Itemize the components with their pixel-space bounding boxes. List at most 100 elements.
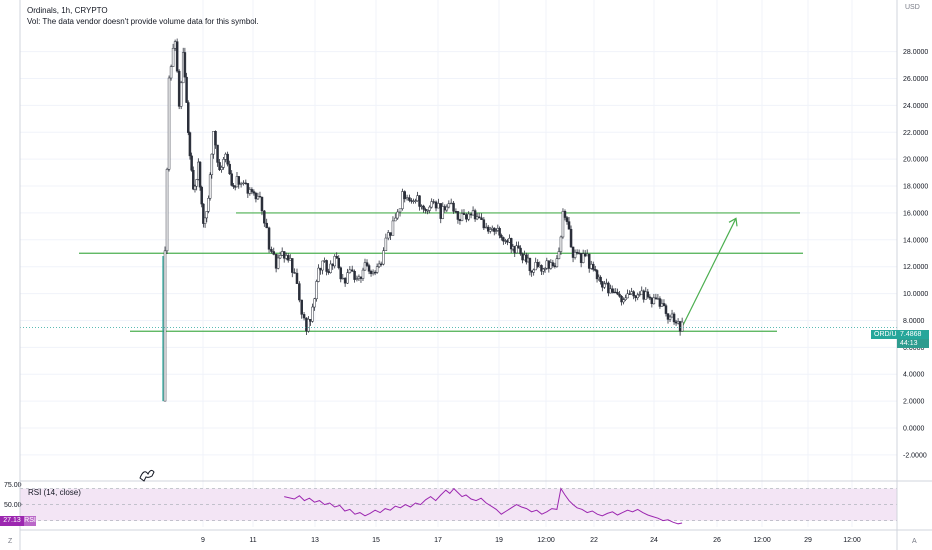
candle-body [486, 226, 490, 232]
candle-body [644, 291, 648, 300]
trend-drawings[interactable] [79, 212, 803, 332]
candle-body [557, 251, 561, 259]
candle-body [278, 255, 282, 259]
candle-body [412, 200, 415, 202]
auto-scale-button[interactable]: A [912, 538, 917, 545]
candle-body [263, 210, 266, 224]
candle-body [377, 263, 381, 267]
candle-body [447, 203, 451, 208]
time-tick-label: 12:00 [843, 537, 861, 544]
candle-body [422, 205, 425, 210]
candle-body [441, 206, 445, 219]
candle-body [454, 211, 458, 213]
candle-body [167, 77, 171, 170]
candle-body [656, 298, 660, 300]
candle-body [309, 319, 312, 322]
candle-body [488, 229, 492, 232]
candle-body [185, 76, 188, 103]
candle-body [226, 153, 229, 165]
current-price-tag: 7.4868 [897, 330, 929, 339]
candle-body [175, 41, 179, 72]
candle-body [173, 41, 177, 49]
candle-body [477, 216, 481, 219]
candle-body [601, 281, 604, 288]
candle-body [333, 256, 336, 267]
candle-body [519, 247, 522, 255]
candles [20, 38, 897, 402]
candle-body [589, 263, 593, 269]
candle-body [430, 201, 433, 208]
time-tick-label: 22 [590, 537, 598, 544]
candle-body [491, 227, 494, 230]
candle-body [298, 283, 301, 301]
candle-body [198, 161, 202, 188]
candle-body [571, 246, 575, 258]
candle-body [203, 217, 207, 224]
candle-body [575, 251, 579, 254]
candle-body [542, 268, 545, 272]
candle-body [267, 227, 271, 250]
rsi-line [284, 487, 683, 525]
candle-body [573, 251, 577, 258]
candle-body [515, 245, 518, 254]
candle-body [218, 162, 221, 171]
candle-body [321, 260, 324, 271]
candle-body [664, 305, 668, 314]
candle-body [506, 240, 509, 243]
candle-body [616, 292, 619, 295]
candle-body [594, 269, 597, 271]
candle-body [509, 238, 513, 250]
candle-body [270, 249, 273, 252]
candle-body [232, 185, 235, 187]
candle-body [384, 237, 388, 251]
time-tick-label: 29 [804, 537, 812, 544]
price-tick-label: 10.0000 [903, 291, 928, 298]
candle-body [339, 267, 343, 280]
current-price-value: 7.4868 [900, 331, 922, 338]
candle-body [536, 262, 539, 268]
candle-body [335, 256, 338, 259]
candle-body [628, 293, 631, 295]
candle-body [583, 253, 587, 257]
dino-logo-icon [139, 469, 155, 482]
candle-body [595, 270, 599, 280]
candle-body [672, 313, 676, 323]
candle-body [605, 282, 608, 285]
time-tick-label: 24 [650, 537, 658, 544]
candle-body [391, 220, 395, 236]
candle-body [337, 257, 340, 268]
candle-body [577, 252, 581, 254]
time-tick-label: 19 [495, 537, 503, 544]
candle-body [484, 226, 488, 229]
candle-body [660, 303, 664, 307]
time-tick-label: 15 [372, 537, 380, 544]
axes: 28.0000 26.0000 24.0000 22.0000 20.0000 18.00… [19, 0, 932, 550]
candle-body [543, 267, 547, 270]
candle-body [517, 245, 520, 249]
candle-body [610, 288, 614, 293]
candle-body [323, 260, 326, 262]
timezone-button[interactable]: Z [8, 538, 13, 545]
price-tick-label: 8.0000 [903, 318, 925, 325]
candle-body [646, 291, 650, 298]
candle-body [467, 213, 470, 220]
candle-body [293, 272, 296, 274]
candle-body [607, 282, 610, 294]
candle-body [295, 272, 299, 284]
candle-body [634, 295, 637, 299]
candle-body [193, 185, 197, 190]
candle-body [504, 240, 507, 242]
candle-body [434, 201, 438, 209]
candle-body [242, 182, 245, 184]
price-tick-label: 26.0000 [903, 76, 928, 83]
candle-body [246, 183, 250, 194]
candle-body [670, 313, 674, 318]
candle-body [668, 316, 672, 320]
candle-body [458, 219, 462, 221]
candle-body [311, 306, 314, 322]
symbol-tag-label: ORD/USD [874, 331, 907, 338]
countdown-value: 44:13 [900, 340, 918, 347]
price-tick-label: 18.0000 [903, 184, 928, 191]
candle-body [329, 263, 332, 273]
